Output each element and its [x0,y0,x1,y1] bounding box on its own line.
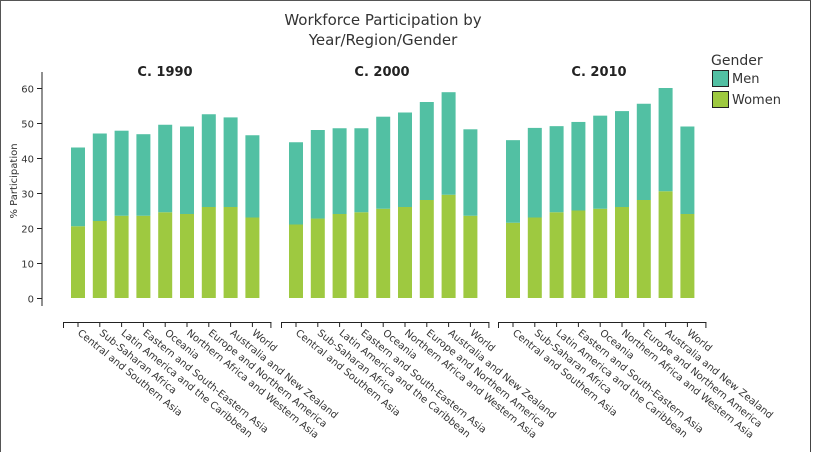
bar-men[interactable] [571,121,586,211]
bar-women[interactable] [398,207,412,298]
bar-men[interactable] [223,117,238,207]
bar-men[interactable] [527,127,542,218]
bar-women[interactable] [114,215,129,298]
bar-women[interactable] [136,215,151,298]
bar-women[interactable] [506,222,520,298]
bar-men[interactable] [658,88,673,192]
bar-men[interactable] [332,128,347,214]
bar-men[interactable] [636,103,651,200]
bar-men[interactable] [136,134,151,216]
bar-men[interactable] [158,124,173,213]
bar-women[interactable] [441,194,456,298]
bar-women[interactable] [245,217,260,299]
legend-swatch-women [712,91,729,108]
panel-title: C. 2010 [571,65,626,80]
legend-title: Gender [711,53,763,69]
y-tick-label: 30 [21,190,34,201]
bar-men[interactable] [398,112,412,208]
y-tick-label: 10 [21,260,34,271]
bar-men[interactable] [680,126,695,215]
y-tick-label: 40 [21,155,34,166]
bar-men[interactable] [419,102,434,200]
bar-men[interactable] [549,126,564,213]
bar-men[interactable] [245,135,260,218]
legend-swatch-men [712,70,729,87]
y-axis-label: % Participation [9,143,20,218]
bar-women[interactable] [201,207,216,298]
bar-men[interactable] [114,130,129,216]
panel-title: C. 1990 [137,65,192,80]
bar-men[interactable] [506,140,520,223]
bar-men[interactable] [201,114,216,207]
bar-men[interactable] [310,130,325,219]
legend: Gender Men Women [711,53,781,108]
bar-women[interactable] [158,212,173,298]
bar-women[interactable] [571,210,586,299]
bar-men[interactable] [180,126,194,215]
bar-men[interactable] [354,128,369,213]
bar-women[interactable] [354,212,369,298]
panel-title: C. 2000 [354,65,409,80]
bar-women[interactable] [310,218,325,298]
bar-men[interactable] [593,115,608,209]
bar-women[interactable] [463,215,478,298]
bar-women[interactable] [289,224,303,299]
chart-title-line-1: Workforce Participation by [284,11,481,29]
bar-women[interactable] [658,191,673,298]
bar-women[interactable] [332,214,347,298]
bar-men[interactable] [92,133,107,222]
bar-women[interactable] [71,226,85,298]
bar-men[interactable] [376,116,391,209]
bar-women[interactable] [92,221,107,298]
y-tick-label: 50 [21,120,34,131]
bar-men[interactable] [463,129,478,216]
bar-women[interactable] [615,207,629,298]
legend-label-women: Women [732,93,781,108]
bar-women[interactable] [180,214,194,298]
chart-title-line-2: Year/Region/Gender [308,31,458,49]
bar-women[interactable] [419,200,434,298]
bar-men[interactable] [441,92,456,195]
y-tick-label: 0 [28,295,34,306]
bar-women[interactable] [376,208,391,298]
bar-women[interactable] [636,200,651,298]
bar-women[interactable] [593,208,608,298]
y-tick-label: 20 [21,225,34,236]
legend-label-men: Men [732,72,759,87]
bar-men[interactable] [615,111,629,207]
bar-women[interactable] [549,212,564,298]
bar-women[interactable] [527,217,542,299]
bar-men[interactable] [289,142,303,225]
bar-men[interactable] [71,147,85,227]
bar-women[interactable] [680,214,695,298]
bar-women[interactable] [223,207,238,298]
y-tick-label: 60 [21,85,34,96]
